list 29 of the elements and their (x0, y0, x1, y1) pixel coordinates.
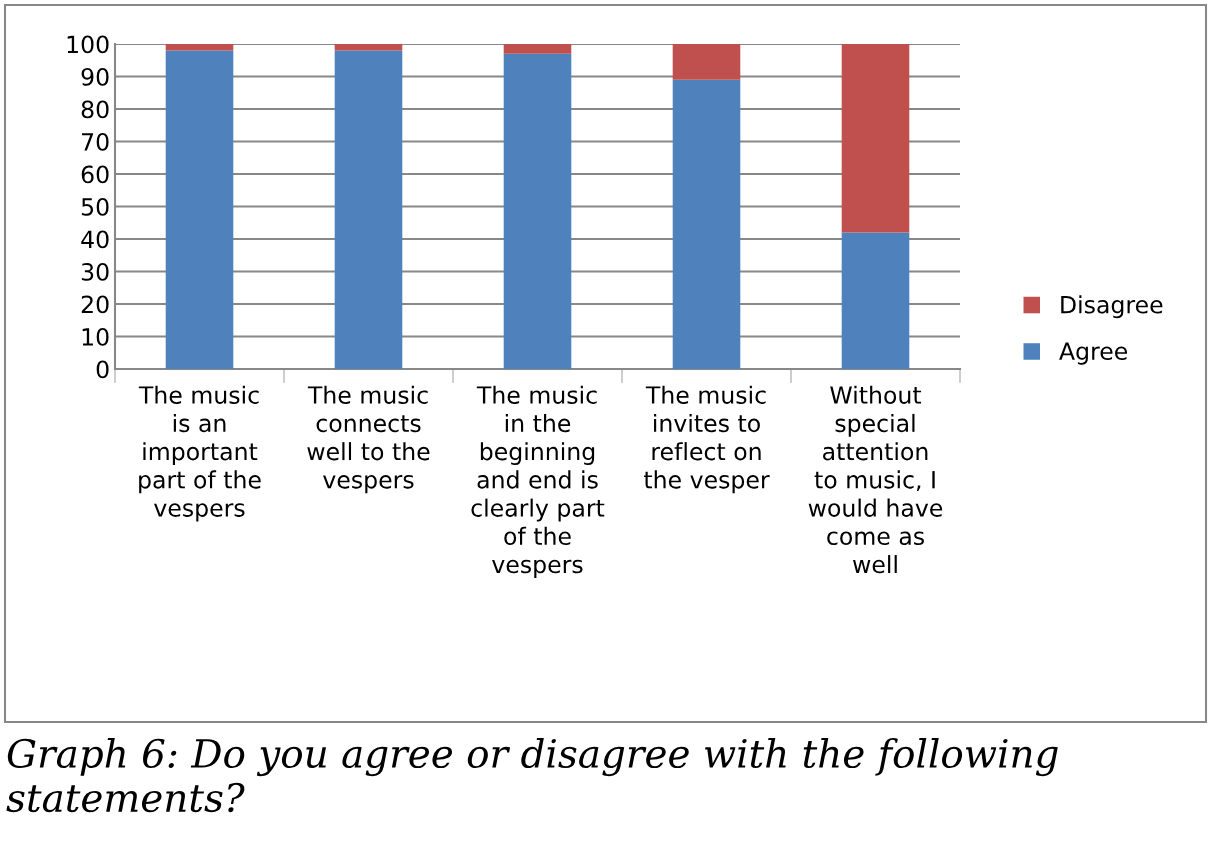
caption: Graph 6: Do you agree or disagree with the following statements? (6, 738, 1058, 813)
x-tick-label: The music is an important part of the vespers (138, 385, 261, 522)
y-tick-label: 100 (67, 35, 109, 54)
x-tick-label: The music in the beginning and end is clearly part of the vespers (471, 385, 605, 578)
bar (165, 50, 234, 369)
y-tick-label: 70 (82, 132, 109, 151)
x-tick-label: The music invites to reflect on the vesper (644, 385, 770, 494)
bar (165, 44, 234, 51)
y-tick-label: 10 (82, 327, 109, 346)
y-tick-label: 20 (81, 295, 109, 314)
x-tick-label: Without special attention to music, I would have come as well (808, 385, 943, 574)
y-tick-label: 80 (81, 100, 109, 119)
legend-label: Disagree (1061, 295, 1163, 319)
y-tick-label: 90 (81, 67, 109, 86)
y-tick-label: 40 (81, 230, 109, 249)
bar (503, 44, 572, 54)
bar (841, 232, 910, 369)
bar (672, 79, 741, 369)
legend-label: Agree (1059, 342, 1128, 365)
bar (503, 53, 572, 369)
x-tick-label: The music connects well to the vespers (307, 385, 430, 494)
y-tick-label: 60 (81, 165, 109, 184)
y-tick-label: 30 (81, 262, 109, 281)
y-tick-label: 0 (96, 360, 109, 379)
y-tick-label: 50 (81, 197, 109, 216)
bar (334, 44, 403, 51)
bar (672, 44, 741, 80)
bar (334, 50, 403, 369)
bar (841, 44, 910, 233)
